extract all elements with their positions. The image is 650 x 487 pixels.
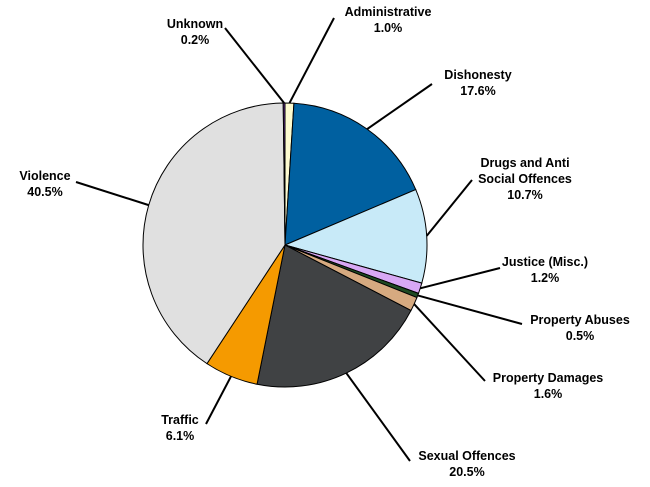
- slice-label: Justice (Misc.) 1.2%: [465, 254, 625, 286]
- category-name: Sexual Offences: [418, 449, 516, 463]
- category-name: Property Abuses: [530, 313, 630, 327]
- leader-line: [205, 375, 232, 425]
- leader-line: [288, 17, 335, 104]
- leader-line: [345, 372, 411, 462]
- value-label: 1.2%: [530, 271, 560, 285]
- value-label: 6.1%: [165, 429, 195, 443]
- leader-line: [413, 303, 486, 382]
- slice-label: Property Damages 1.6%: [468, 370, 628, 402]
- category-name: Administrative: [344, 5, 432, 19]
- value-label: 10.7%: [507, 188, 543, 202]
- leader-line: [75, 181, 150, 207]
- leader-line: [419, 267, 501, 290]
- value-label: 0.2%: [180, 33, 210, 47]
- slice-label: Property Abuses 0.5%: [500, 312, 650, 344]
- slice-label: Drugs and Anti Social Offences 10.7%: [465, 155, 585, 203]
- slice-label: Unknown 0.2%: [115, 16, 275, 48]
- slice-label: Violence 40.5%: [0, 168, 125, 200]
- category-name: Property Damages: [492, 371, 604, 385]
- slice-label: Dishonesty 17.6%: [398, 67, 558, 99]
- leader-line: [417, 294, 523, 325]
- pie-slice: [256, 244, 412, 388]
- slice-label: Traffic 6.1%: [100, 412, 260, 444]
- value-label: 1.6%: [533, 387, 563, 401]
- slice-label: Sexual Offences 20.5%: [387, 448, 547, 480]
- category-name: Dishonesty: [444, 68, 512, 82]
- slice-label: Administrative 1.0%: [308, 4, 468, 36]
- value-label: 40.5%: [27, 185, 63, 199]
- value-label: 0.5%: [565, 329, 595, 343]
- category-name: Unknown: [166, 17, 224, 31]
- value-label: 20.5%: [449, 465, 485, 479]
- value-label: 17.6%: [460, 84, 496, 98]
- value-label: 1.0%: [373, 21, 403, 35]
- category-name: Traffic: [161, 413, 199, 427]
- category-name: Justice (Misc.): [501, 255, 589, 269]
- leader-line: [425, 179, 473, 237]
- pie-slice: [142, 102, 286, 365]
- leader-line: [224, 27, 285, 104]
- leader-line: [366, 83, 433, 130]
- category-name: Drugs and Anti Social Offences: [478, 156, 572, 186]
- category-name: Violence: [19, 169, 71, 183]
- pie-slice: [284, 102, 417, 246]
